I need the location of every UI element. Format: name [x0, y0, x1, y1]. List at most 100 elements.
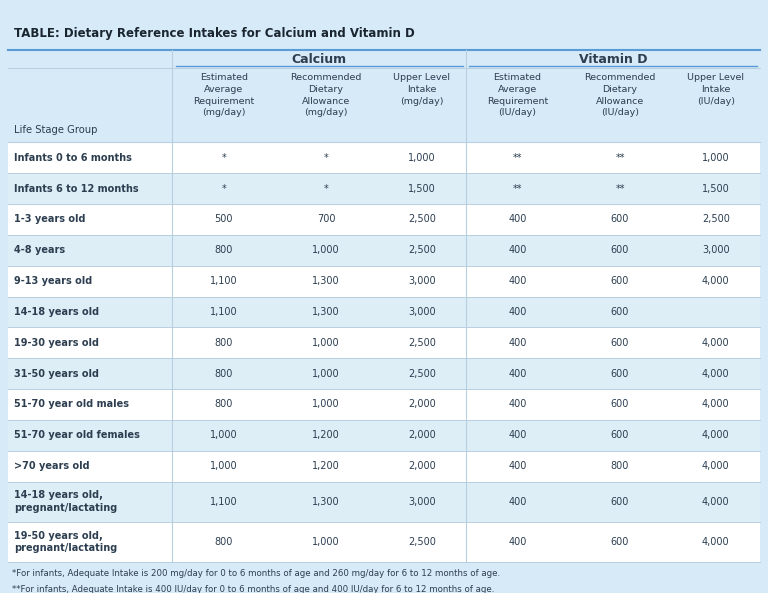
Text: 1,000: 1,000 — [702, 153, 730, 162]
Text: 2,500: 2,500 — [408, 369, 435, 378]
Text: 4-8 years: 4-8 years — [14, 246, 65, 255]
Text: 31-50 years old: 31-50 years old — [14, 369, 99, 378]
Bar — [8, 296, 760, 327]
Text: 14-18 years old,
pregnant/lactating: 14-18 years old, pregnant/lactating — [14, 490, 117, 513]
Text: **For infants, Adequate Intake is 400 IU/day for 0 to 6 months of age and 400 IU: **For infants, Adequate Intake is 400 IU… — [12, 585, 494, 593]
Text: 51-70 year old males: 51-70 year old males — [14, 400, 129, 409]
Text: Vitamin D: Vitamin D — [579, 53, 647, 66]
Text: 1,200: 1,200 — [313, 461, 340, 471]
Text: *: * — [324, 184, 329, 193]
Text: 1,500: 1,500 — [408, 184, 435, 193]
Text: 600: 600 — [611, 338, 629, 347]
Text: 1,100: 1,100 — [210, 307, 237, 317]
Text: 400: 400 — [508, 338, 527, 347]
Text: 4,000: 4,000 — [702, 497, 730, 506]
Text: 1,300: 1,300 — [313, 276, 340, 286]
Text: 1,000: 1,000 — [313, 338, 340, 347]
Text: *: * — [324, 153, 329, 162]
Text: Upper Level
Intake
(mg/day): Upper Level Intake (mg/day) — [393, 73, 450, 106]
Text: 3,000: 3,000 — [408, 307, 435, 317]
Text: 4,000: 4,000 — [702, 431, 730, 440]
Text: 600: 600 — [611, 497, 629, 506]
Text: **: ** — [513, 184, 522, 193]
Bar — [8, 451, 760, 482]
Text: 1,300: 1,300 — [313, 307, 340, 317]
Text: Recommended
Dietary
Allowance
(mg/day): Recommended Dietary Allowance (mg/day) — [290, 73, 362, 117]
Text: 1,000: 1,000 — [210, 431, 237, 440]
Text: Estimated
Average
Requirement
(mg/day): Estimated Average Requirement (mg/day) — [193, 73, 254, 117]
Text: 800: 800 — [214, 400, 233, 409]
Text: Recommended
Dietary
Allowance
(IU/day): Recommended Dietary Allowance (IU/day) — [584, 73, 656, 117]
Text: TABLE: Dietary Reference Intakes for Calcium and Vitamin D: TABLE: Dietary Reference Intakes for Cal… — [14, 27, 415, 40]
Text: 2,500: 2,500 — [408, 246, 435, 255]
Text: Infants 0 to 6 months: Infants 0 to 6 months — [14, 153, 131, 162]
Text: 400: 400 — [508, 369, 527, 378]
Text: 800: 800 — [214, 246, 233, 255]
Text: 2,000: 2,000 — [408, 431, 435, 440]
Text: 600: 600 — [611, 215, 629, 224]
Text: 400: 400 — [508, 246, 527, 255]
Text: 400: 400 — [508, 497, 527, 506]
Text: 2,500: 2,500 — [408, 537, 435, 547]
Text: Upper Level
Intake
(IU/day): Upper Level Intake (IU/day) — [687, 73, 744, 106]
Text: 4,000: 4,000 — [702, 400, 730, 409]
Text: 600: 600 — [611, 537, 629, 547]
Text: 400: 400 — [508, 307, 527, 317]
Bar — [8, 358, 760, 389]
Text: 1,000: 1,000 — [210, 461, 237, 471]
Bar — [8, 420, 760, 451]
Text: 600: 600 — [611, 431, 629, 440]
Text: 400: 400 — [508, 400, 527, 409]
Text: 600: 600 — [611, 276, 629, 286]
Text: **: ** — [615, 153, 625, 162]
Bar — [8, 142, 760, 173]
Text: 4,000: 4,000 — [702, 537, 730, 547]
Text: 19-50 years old,
pregnant/lactating: 19-50 years old, pregnant/lactating — [14, 531, 117, 553]
Text: 1,000: 1,000 — [313, 369, 340, 378]
Text: Estimated
Average
Requirement
(IU/day): Estimated Average Requirement (IU/day) — [487, 73, 548, 117]
Bar — [8, 235, 760, 266]
Text: *: * — [221, 184, 226, 193]
Text: 600: 600 — [611, 307, 629, 317]
Text: 9-13 years old: 9-13 years old — [14, 276, 92, 286]
Text: 2,000: 2,000 — [408, 461, 435, 471]
Text: 3,000: 3,000 — [408, 497, 435, 506]
Text: 400: 400 — [508, 431, 527, 440]
Text: 700: 700 — [317, 215, 336, 224]
Text: 3,000: 3,000 — [702, 246, 730, 255]
Text: 4,000: 4,000 — [702, 338, 730, 347]
Text: 400: 400 — [508, 276, 527, 286]
Text: 4,000: 4,000 — [702, 369, 730, 378]
Text: 4,000: 4,000 — [702, 276, 730, 286]
Text: 4,000: 4,000 — [702, 461, 730, 471]
Text: 1,500: 1,500 — [702, 184, 730, 193]
Text: 800: 800 — [214, 537, 233, 547]
Text: 1,000: 1,000 — [408, 153, 435, 162]
Text: 1-3 years old: 1-3 years old — [14, 215, 85, 224]
Text: 1,000: 1,000 — [313, 400, 340, 409]
Text: Life Stage Group: Life Stage Group — [14, 125, 98, 135]
Bar — [8, 327, 760, 358]
Text: 1,200: 1,200 — [313, 431, 340, 440]
Bar — [8, 522, 760, 562]
Text: 2,500: 2,500 — [408, 338, 435, 347]
Text: *For infants, Adequate Intake is 200 mg/day for 0 to 6 months of age and 260 mg/: *For infants, Adequate Intake is 200 mg/… — [12, 569, 500, 578]
Text: 51-70 year old females: 51-70 year old females — [14, 431, 140, 440]
Bar — [8, 173, 760, 204]
Text: 800: 800 — [214, 369, 233, 378]
Text: 14-18 years old: 14-18 years old — [14, 307, 99, 317]
Text: *: * — [221, 153, 226, 162]
Text: 1,100: 1,100 — [210, 497, 237, 506]
Text: 600: 600 — [611, 400, 629, 409]
Text: 500: 500 — [214, 215, 233, 224]
Text: 1,000: 1,000 — [313, 537, 340, 547]
Text: 1,000: 1,000 — [313, 246, 340, 255]
Text: 3,000: 3,000 — [408, 276, 435, 286]
Text: 800: 800 — [611, 461, 629, 471]
Text: **: ** — [615, 184, 625, 193]
Text: 600: 600 — [611, 369, 629, 378]
Bar — [8, 266, 760, 296]
Text: 19-30 years old: 19-30 years old — [14, 338, 99, 347]
Text: 400: 400 — [508, 215, 527, 224]
Text: Calcium: Calcium — [292, 53, 347, 66]
